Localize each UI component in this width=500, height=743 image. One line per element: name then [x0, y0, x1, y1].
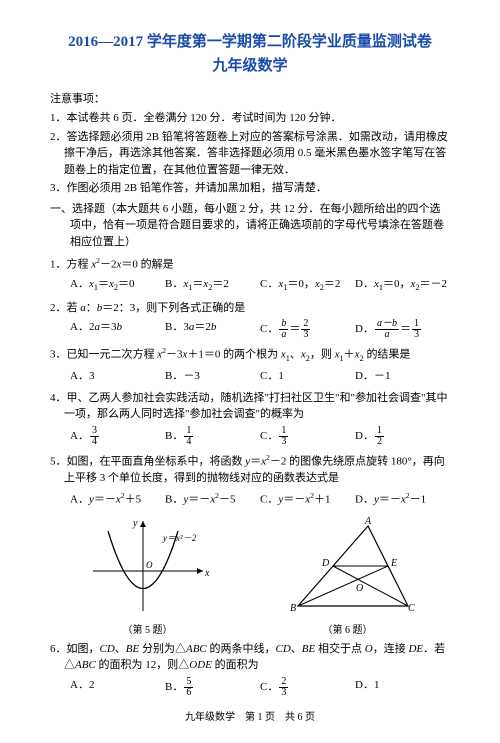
- page-footer: 九年级数学 第 1 页 共 6 页: [50, 708, 450, 723]
- q1-choice-b: B．x1＝x2＝2: [165, 276, 260, 295]
- q2-text: 2．若 a：b＝2：3，则下列各式正确的是: [50, 300, 450, 317]
- q4-choice-d: D．12: [355, 426, 450, 447]
- title: 2016—2017 学年度第一学期第二阶段学业质量监测试卷 九年级数学: [50, 30, 450, 78]
- question-6: 6．如图，CD、BE 分别为△ABC 的两条中线，CD、BE 相交于点 O，连接…: [50, 641, 450, 698]
- notice-item: 2．答选择题必须用 2B 铅笔将答题卷上对应的答案标号涂黑．如需改动，请用橡皮擦…: [50, 129, 450, 179]
- q2-choices: A．2a＝3b B．3a＝2b C．ba＝23 D．a－ba＝13: [50, 319, 450, 340]
- figures-row: x y O y＝x²－2 （第 5 题） A B C D E O （第 6 题）: [50, 516, 450, 636]
- q6-choice-a: A．2: [70, 677, 165, 698]
- notice-head: 注意事项：: [50, 90, 450, 106]
- q5-choice-c: C．y＝－x2＋1: [260, 490, 355, 508]
- svg-text:y: y: [132, 518, 138, 529]
- q2-choice-c: C．ba＝23: [260, 319, 355, 340]
- fig5-caption: （第 5 题）: [83, 621, 213, 636]
- question-1: 1．方程 x2－2x＝0 的解是 A．x1＝x2＝0 B．x1＝x2＝2 C．x…: [50, 255, 450, 295]
- figure-6: A B C D E O （第 6 题）: [278, 516, 418, 636]
- svg-text:C: C: [408, 603, 415, 614]
- notice-item: 3．作图必须用 2B 铅笔作答，并请加黑加粗，描写清楚．: [50, 180, 450, 197]
- q6-choice-c: C．23: [260, 677, 355, 698]
- q3-choice-b: B．－3: [165, 368, 260, 385]
- page: 2016—2017 学年度第一学期第二阶段学业质量监测试卷 九年级数学 注意事项…: [0, 0, 500, 743]
- q3-choice-d: D．－1: [355, 368, 450, 385]
- question-5: 5．如图，在平面直角坐标系中，将函数 y＝x2－2 的图像先绕原点旋转 180°…: [50, 452, 450, 508]
- notice-list: 1．本试卷共 6 页．全卷满分 120 分．考试时间为 120 分钟． 2．答选…: [50, 110, 450, 197]
- q1-text: 1．方程 x2－2x＝0 的解是: [50, 255, 450, 273]
- svg-text:x: x: [204, 568, 210, 579]
- svg-text:E: E: [390, 558, 397, 569]
- fig6-caption: （第 6 题）: [278, 621, 418, 636]
- parabola-svg: x y O y＝x²－2: [83, 516, 213, 616]
- q3-choices: A．3 B．－3 C．1 D．－1: [50, 368, 450, 385]
- q5-choice-b: B．y＝－x2－5: [165, 490, 260, 508]
- q5-text: 5．如图，在平面直角坐标系中，将函数 y＝x2－2 的图像先绕原点旋转 180°…: [50, 452, 450, 487]
- svg-text:y＝x²－2: y＝x²－2: [162, 533, 197, 543]
- q6-text: 6．如图，CD、BE 分别为△ABC 的两条中线，CD、BE 相交于点 O，连接…: [50, 641, 450, 674]
- q3-choice-c: C．1: [260, 368, 355, 385]
- q4-choice-b: B．14: [165, 426, 260, 447]
- svg-text:A: A: [364, 516, 372, 527]
- q5-choices: A．y＝－x2＋5 B．y＝－x2－5 C．y＝－x2＋1 D．y＝－x2－1: [50, 490, 450, 508]
- q4-choice-c: C．13: [260, 426, 355, 447]
- section-title: 一、选择题（本大题共 6 小题，每小题 2 分，共 12 分．在每小题所给出的四…: [50, 201, 450, 251]
- q1-choice-a: A．x1＝x2＝0: [70, 276, 165, 295]
- q2-choice-d: D．a－ba＝13: [355, 319, 450, 340]
- q1-choice-d: D．x1＝0，x2＝－2: [355, 276, 450, 295]
- svg-text:O: O: [146, 560, 153, 570]
- q6-choice-b: B．56: [165, 677, 260, 698]
- q5-choice-d: D．y＝－x2－1: [355, 490, 450, 508]
- title-line-1: 2016—2017 学年度第一学期第二阶段学业质量监测试卷: [50, 30, 450, 54]
- q6-choices: A．2 B．56 C．23 D．1: [50, 677, 450, 698]
- q1-choices: A．x1＝x2＝0 B．x1＝x2＝2 C．x1＝0，x2＝2 D．x1＝0，x…: [50, 276, 450, 295]
- title-line-2: 九年级数学: [50, 54, 450, 78]
- q5-choice-a: A．y＝－x2＋5: [70, 490, 165, 508]
- svg-text:O: O: [356, 583, 363, 594]
- q2-choice-b: B．3a＝2b: [165, 319, 260, 340]
- q4-text: 4．甲、乙两人参加社会实践活动，随机选择"打扫社区卫生"和"参加社会调查"其中一…: [50, 390, 450, 423]
- q2-choice-a: A．2a＝3b: [70, 319, 165, 340]
- q3-text: 3．已知一元二次方程 x2－3x＋1＝0 的两个根为 x1、x2，则 x1＋x2…: [50, 345, 450, 365]
- q1-choice-c: C．x1＝0，x2＝2: [260, 276, 355, 295]
- triangle-svg: A B C D E O: [278, 516, 418, 616]
- notice-item: 1．本试卷共 6 页．全卷满分 120 分．考试时间为 120 分钟．: [50, 110, 450, 127]
- q4-choice-a: A．34: [70, 426, 165, 447]
- svg-text:B: B: [290, 603, 296, 614]
- q3-choice-a: A．3: [70, 368, 165, 385]
- question-2: 2．若 a：b＝2：3，则下列各式正确的是 A．2a＝3b B．3a＝2b C．…: [50, 300, 450, 341]
- question-4: 4．甲、乙两人参加社会实践活动，随机选择"打扫社区卫生"和"参加社会调查"其中一…: [50, 390, 450, 447]
- q4-choices: A．34 B．14 C．13 D．12: [50, 426, 450, 447]
- question-3: 3．已知一元二次方程 x2－3x＋1＝0 的两个根为 x1、x2，则 x1＋x2…: [50, 345, 450, 385]
- figure-5: x y O y＝x²－2 （第 5 题）: [83, 516, 213, 636]
- svg-text:D: D: [321, 558, 330, 569]
- q6-choice-d: D．1: [355, 677, 450, 698]
